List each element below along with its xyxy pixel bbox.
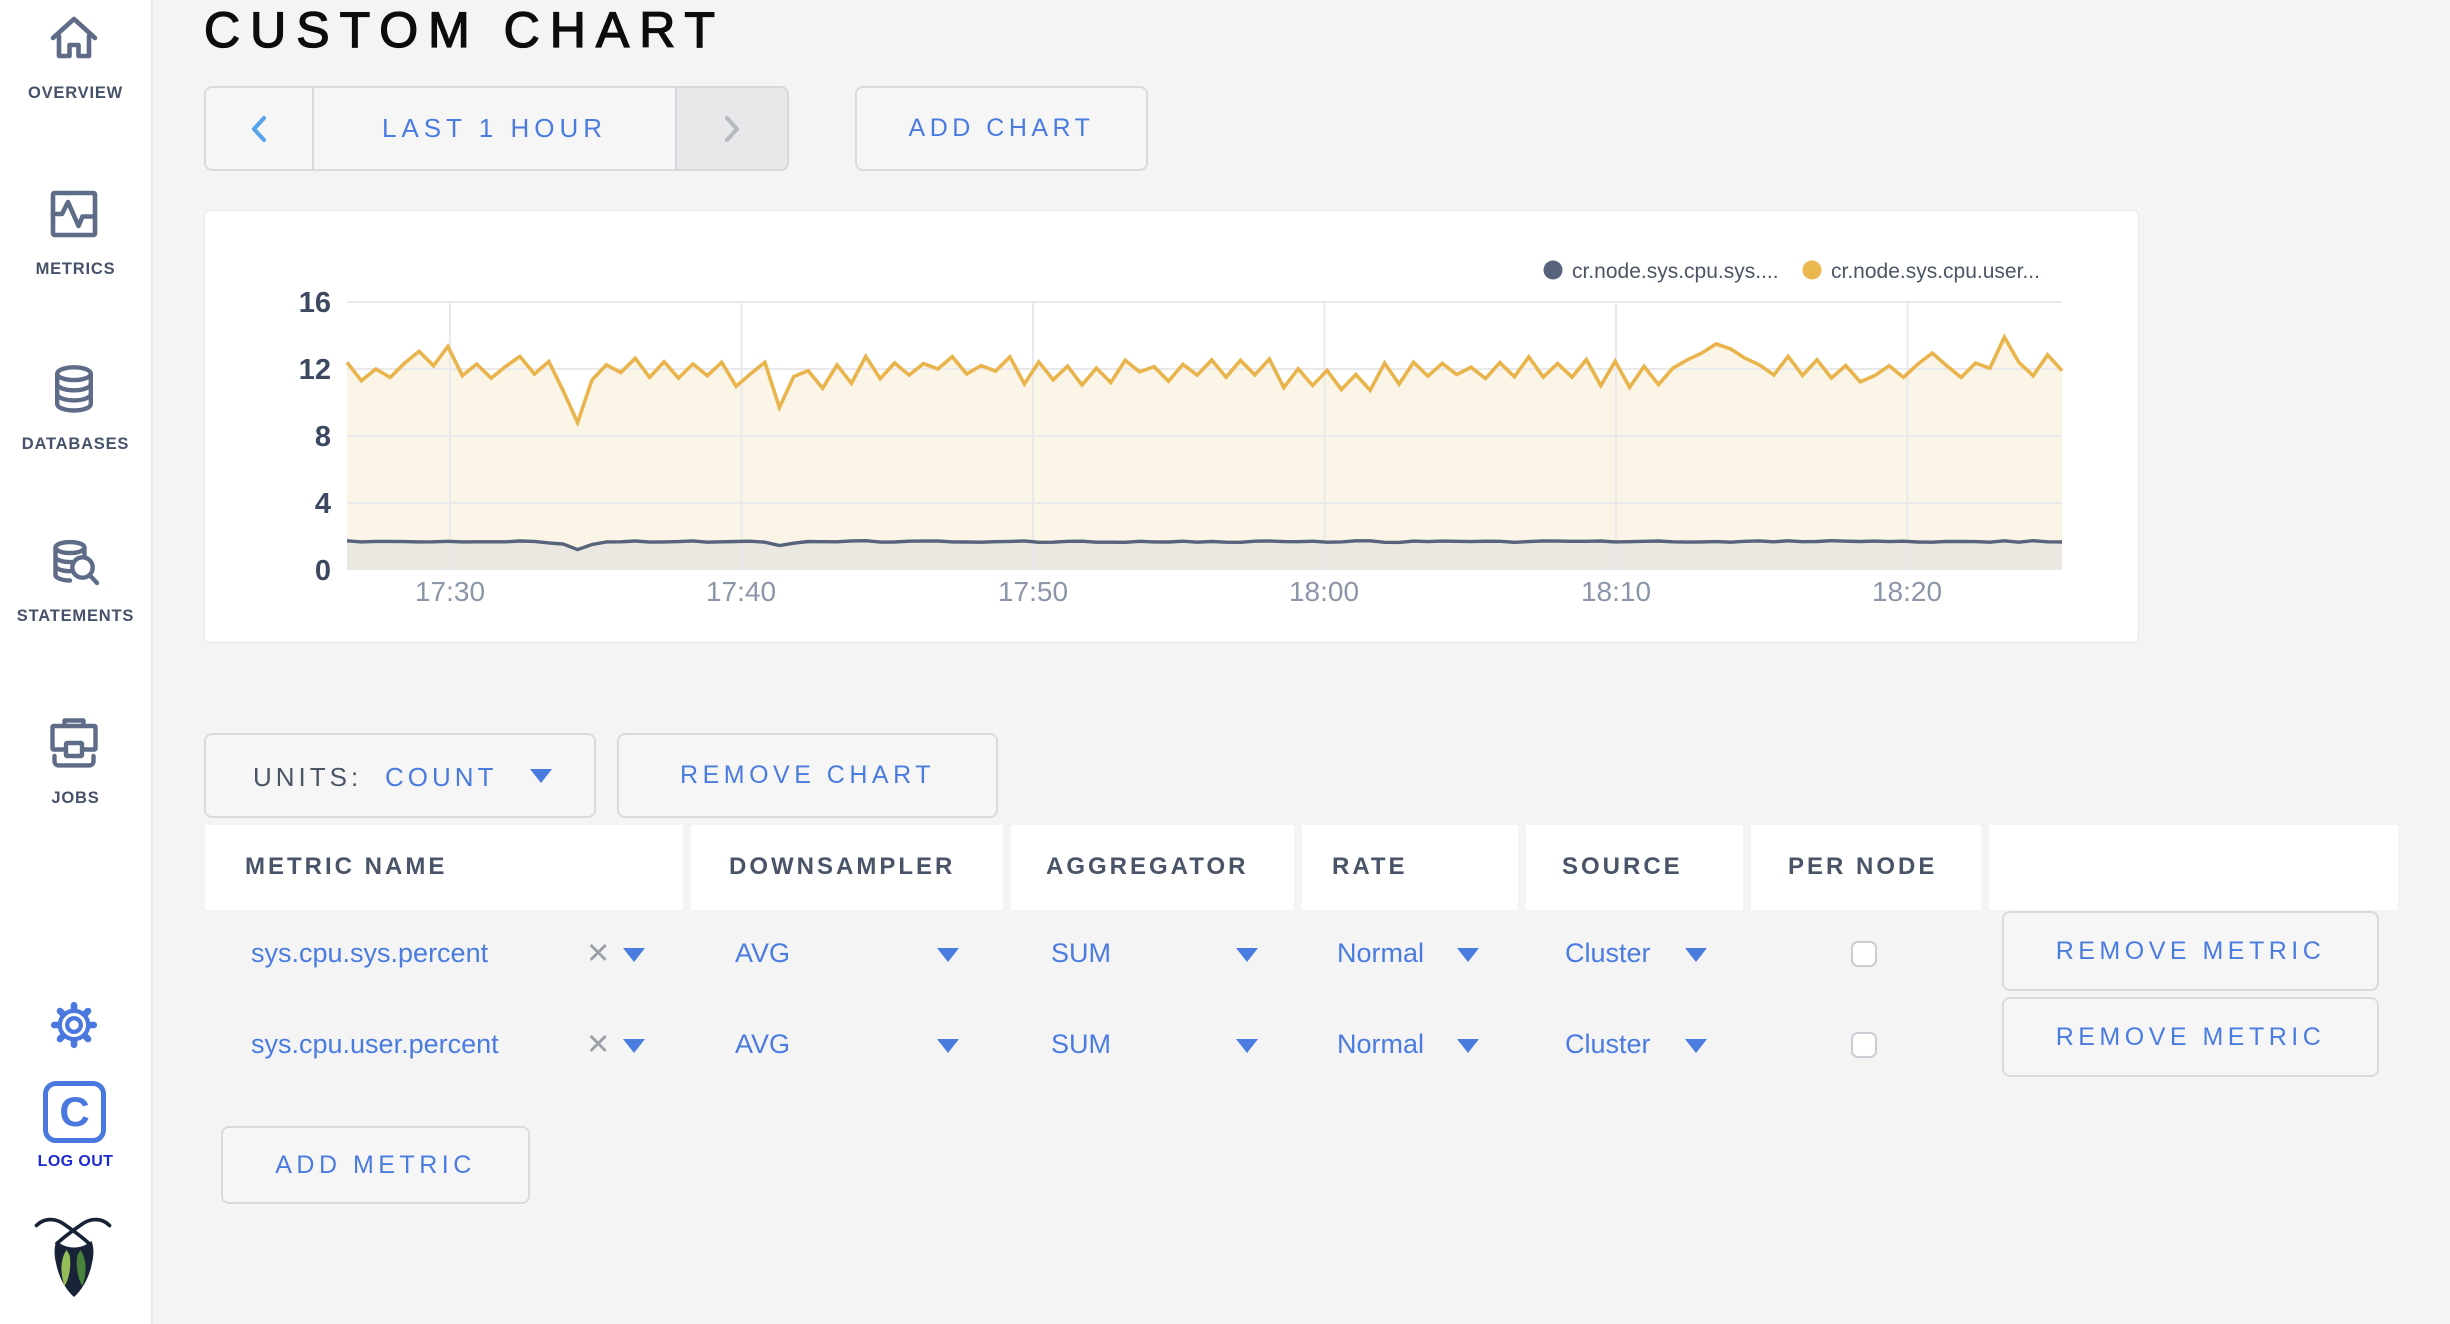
svg-text:17:30: 17:30 <box>415 576 485 607</box>
svg-text:12: 12 <box>299 354 331 386</box>
svg-text:18:00: 18:00 <box>1289 576 1359 607</box>
svg-text:17:40: 17:40 <box>706 576 776 607</box>
svg-text:0: 0 <box>315 555 331 587</box>
svg-text:16: 16 <box>299 287 331 319</box>
svg-text:cr.node.sys.cpu.user...: cr.node.sys.cpu.user... <box>1831 260 2040 283</box>
svg-text:18:10: 18:10 <box>1581 576 1651 607</box>
svg-text:cr.node.sys.cpu.sys....: cr.node.sys.cpu.sys.... <box>1572 260 1779 283</box>
svg-text:17:50: 17:50 <box>998 576 1068 607</box>
svg-text:18:20: 18:20 <box>1872 576 1942 607</box>
svg-text:8: 8 <box>315 421 331 453</box>
svg-text:4: 4 <box>315 488 331 520</box>
